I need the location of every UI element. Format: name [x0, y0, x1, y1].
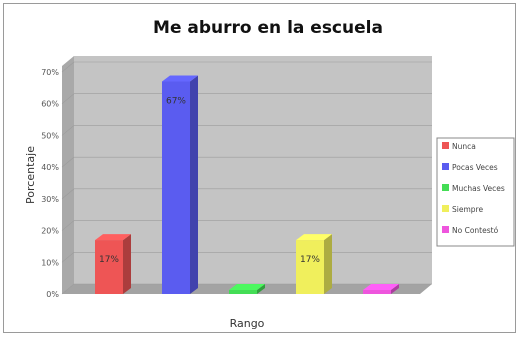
bar-front	[363, 290, 391, 294]
legend-box	[436, 137, 515, 247]
bar-side	[324, 234, 332, 294]
data-label: 67%	[166, 97, 186, 107]
gridlines	[61, 61, 432, 295]
bars: 17% 67% 17%	[95, 75, 399, 294]
legend-swatch	[442, 163, 449, 170]
legend-label: Siempre	[452, 205, 483, 214]
legend-swatch	[442, 184, 449, 191]
gridline-side	[61, 156, 75, 168]
gridline-side	[61, 125, 75, 136]
y-tick-label: 30%	[41, 195, 59, 204]
gridline-side	[61, 283, 75, 295]
y-tick-label: 40%	[41, 163, 59, 172]
y-tick-label: 70%	[41, 68, 59, 77]
gridline-side	[61, 220, 75, 231]
bar-side	[190, 75, 198, 294]
chart-title: Me aburro en la escuela	[153, 18, 383, 38]
legend-swatch	[442, 205, 449, 212]
bar-front	[229, 290, 257, 294]
data-label: 17%	[99, 255, 119, 265]
gridline-side	[61, 252, 75, 263]
bar-4	[363, 284, 399, 294]
gridline-side	[61, 188, 75, 200]
plot-side-wall	[62, 56, 74, 294]
bar-front	[95, 240, 123, 294]
bar-2	[229, 284, 265, 294]
y-tick-label: 10%	[41, 258, 59, 267]
bar-top	[363, 284, 399, 290]
bar-side	[391, 284, 399, 294]
bar-1: 67%	[162, 75, 198, 294]
bar-side	[257, 284, 265, 294]
legend-label: No Contestó	[452, 226, 499, 235]
bar-3: 17%	[296, 234, 332, 294]
data-label: 17%	[300, 255, 320, 265]
bar-top	[229, 284, 265, 290]
bar-front	[296, 240, 324, 294]
y-axis: 0% 10% 20% 30% 40% 50% 60% 70%	[41, 68, 59, 299]
y-tick-label: 20%	[41, 227, 59, 236]
bar-top	[162, 75, 198, 82]
y-tick-label: 50%	[41, 131, 59, 140]
y-tick-label: 0%	[46, 290, 59, 299]
x-axis-label: Rango	[230, 317, 265, 330]
bar-side	[123, 234, 131, 294]
bar-top	[95, 234, 131, 241]
legend: Nunca Pocas Veces Muchas Veces Siempre No Co…	[436, 137, 515, 247]
legend-label: Nunca	[452, 142, 476, 151]
legend-swatch	[442, 142, 449, 149]
legend-swatch	[442, 226, 449, 233]
legend-label: Muchas Veces	[452, 184, 505, 193]
bar-top	[296, 234, 332, 241]
legend-label: Pocas Veces	[452, 163, 498, 172]
gridline-side	[61, 93, 75, 104]
y-tick-label: 60%	[41, 100, 59, 109]
bar-front	[162, 81, 190, 294]
gridline-side	[61, 61, 75, 73]
bar-0: 17%	[95, 234, 131, 294]
y-axis-label: Porcentaje	[24, 146, 37, 204]
